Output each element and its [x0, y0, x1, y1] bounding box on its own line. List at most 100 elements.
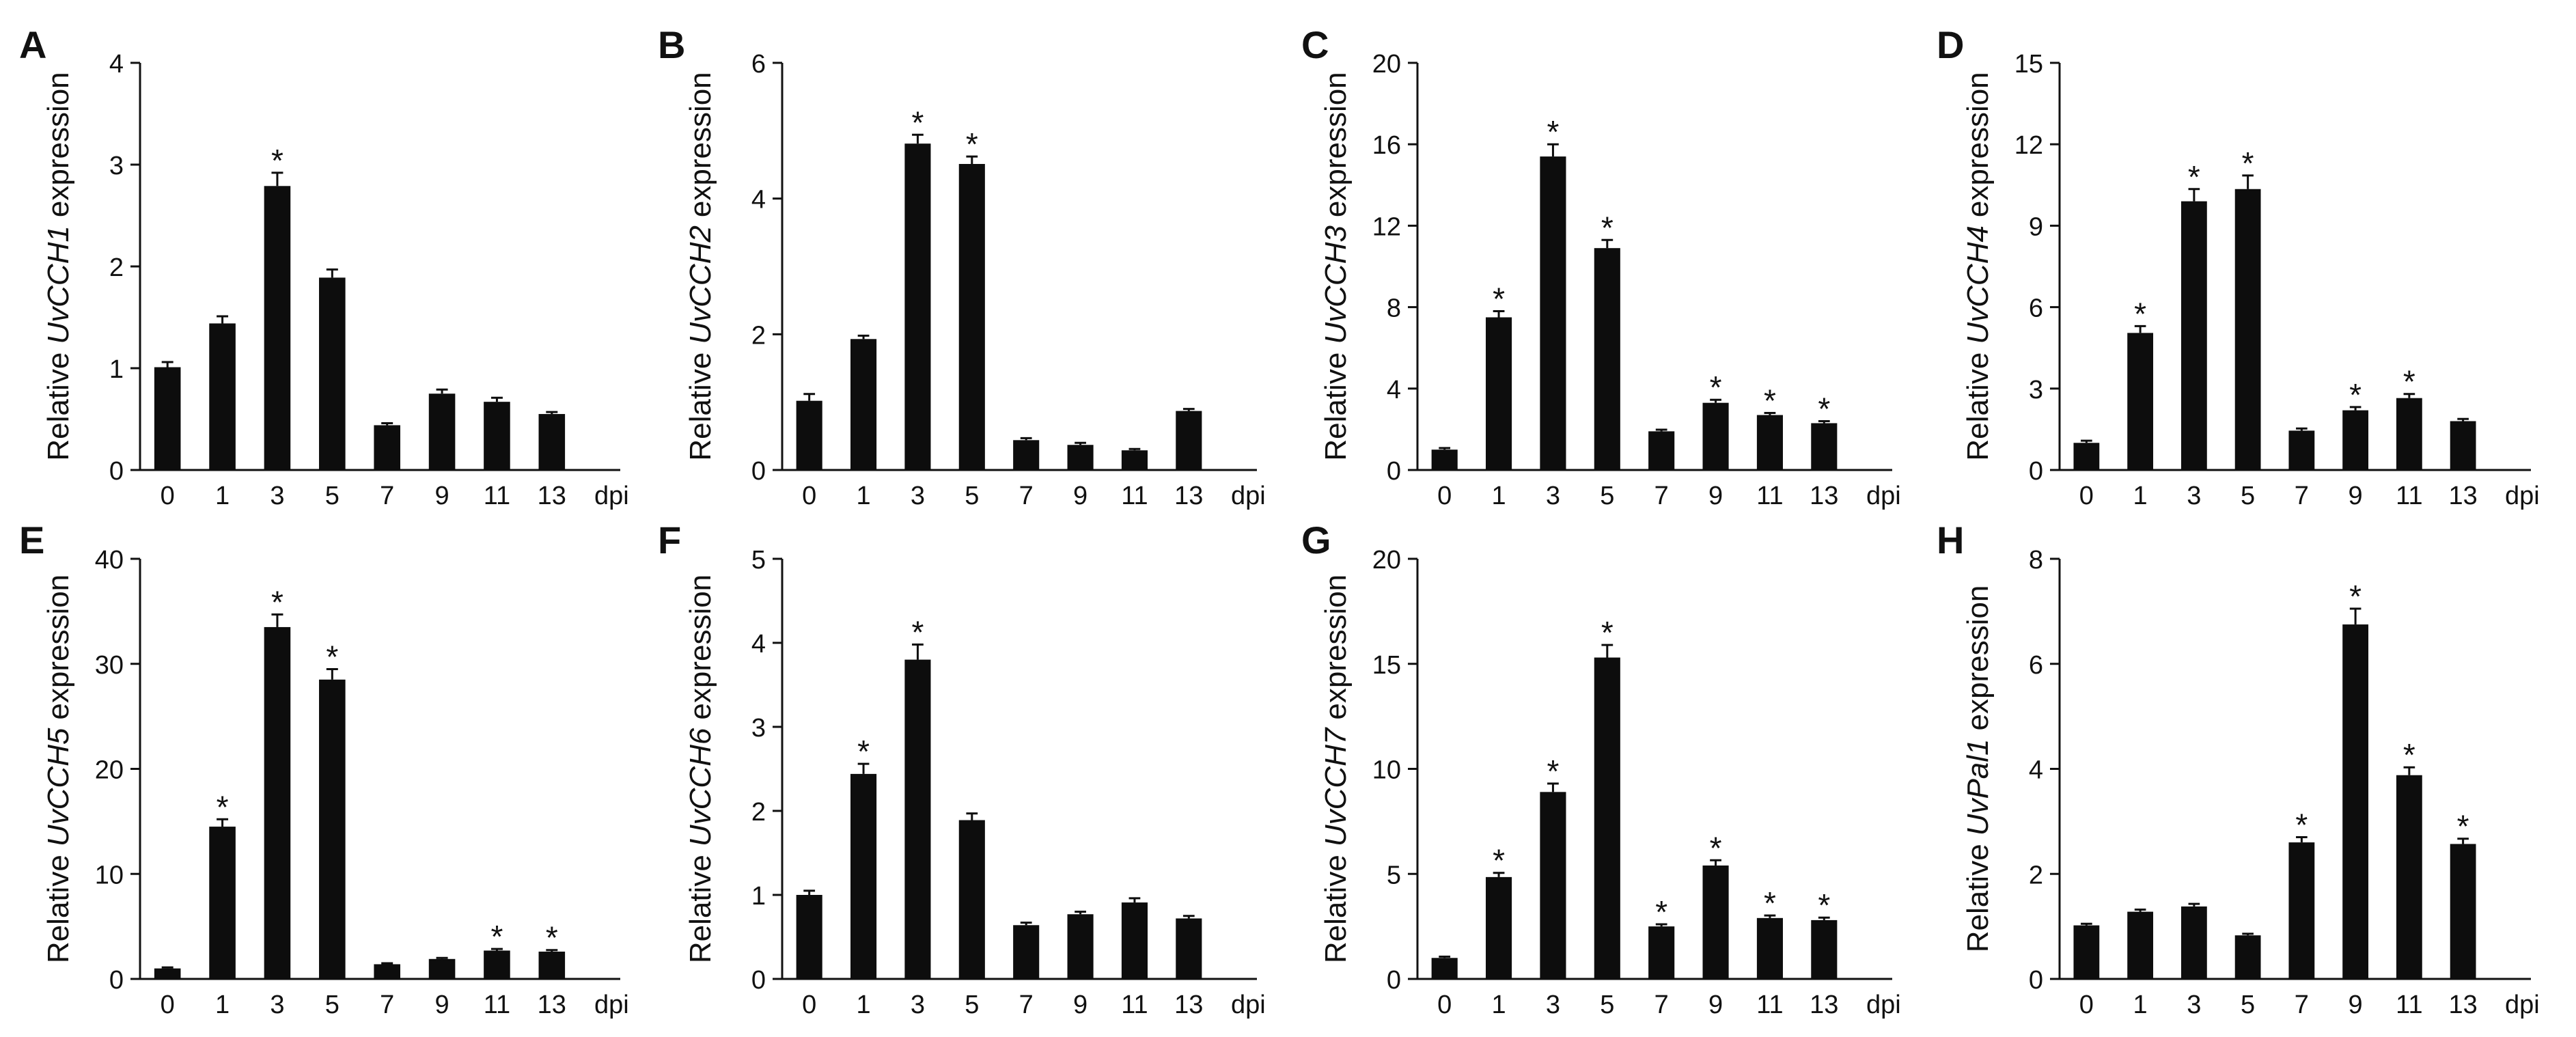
y-tick-label: 1: [109, 355, 124, 384]
x-tick-label: 9: [1073, 482, 1088, 510]
y-tick-label: 0: [751, 457, 766, 486]
bar: [2127, 333, 2154, 470]
x-tick-label: 13: [1174, 482, 1203, 510]
y-tick-label: 15: [2014, 50, 2043, 79]
x-tick-label: 7: [1019, 991, 1034, 1019]
x-tick-label: 9: [1708, 991, 1723, 1019]
bar: [2450, 844, 2476, 979]
y-tick-label: 0: [109, 457, 124, 486]
y-tick-label: 2: [751, 798, 766, 827]
significance-asterisk: *: [2349, 579, 2362, 614]
y-tick-label: 12: [1372, 212, 1401, 241]
x-tick-label: 0: [1437, 991, 1452, 1019]
x-tick-label: 7: [2295, 482, 2309, 510]
x-tick-label: 3: [911, 991, 925, 1019]
significance-asterisk: *: [911, 105, 924, 140]
x-tick-label: 0: [2079, 482, 2094, 510]
y-axis-title-prefix: Relative: [684, 855, 717, 963]
bar: [2342, 410, 2369, 470]
panel-label: D: [1937, 23, 1964, 66]
y-axis-title: Relative UvCCH2 expression: [684, 72, 717, 460]
x-unit-label: dpi: [594, 991, 629, 1019]
bar: [2288, 430, 2315, 470]
significance-asterisk: *: [1547, 753, 1559, 789]
bar: [1013, 440, 1040, 470]
y-tick-label: 2: [109, 253, 124, 282]
y-axis-title-prefix: Relative: [684, 352, 717, 461]
y-axis-title: Relative UvCCH5 expression: [42, 575, 75, 963]
bar: [538, 414, 566, 470]
bar: [2234, 935, 2261, 979]
x-tick-label: 11: [1121, 482, 1148, 510]
y-axis-title-prefix: Relative: [1961, 352, 1995, 461]
x-tick-label: 7: [380, 482, 394, 510]
y-tick-label: 0: [109, 966, 124, 995]
x-unit-label: dpi: [594, 482, 629, 510]
y-tick-label: 3: [2029, 376, 2043, 404]
x-tick-label: 13: [538, 991, 566, 1019]
x-tick-label: 3: [911, 482, 925, 510]
y-tick-label: 20: [95, 756, 124, 785]
x-tick-label: 0: [161, 991, 175, 1019]
y-axis-title-suffix: expression: [42, 72, 75, 217]
bar: [264, 626, 291, 979]
y-axis-title-gene: UvCCH3: [1319, 225, 1353, 344]
bar: [1121, 450, 1148, 470]
y-tick-label: 4: [751, 186, 766, 215]
significance-asterisk: *: [1818, 391, 1830, 426]
x-tick-label: 3: [2187, 991, 2201, 1019]
y-axis-title: Relative UvCCH3 expression: [1319, 72, 1353, 460]
bar: [374, 425, 400, 470]
x-unit-label: dpi: [2505, 991, 2540, 1019]
x-tick-label: 5: [1600, 991, 1614, 1019]
x-tick-label: 11: [484, 991, 510, 1019]
x-tick-label: 9: [434, 482, 449, 510]
significance-asterisk: *: [857, 734, 870, 769]
y-axis-title-suffix: expression: [684, 72, 717, 217]
bar: [1431, 450, 1458, 470]
panel-label: F: [658, 518, 681, 562]
x-tick-label: 1: [2133, 482, 2148, 510]
x-tick-label: 13: [1174, 991, 1203, 1019]
y-tick-label: 9: [2029, 212, 2043, 241]
significance-asterisk: *: [271, 584, 283, 620]
x-unit-label: dpi: [2505, 482, 2540, 510]
y-tick-label: 15: [1372, 651, 1401, 680]
significance-asterisk: *: [326, 639, 338, 674]
x-tick-label: 3: [2187, 482, 2201, 510]
significance-asterisk: *: [2349, 377, 2362, 413]
y-tick-label: 6: [2029, 294, 2043, 323]
bar: [2180, 201, 2207, 470]
x-tick-label: 0: [1437, 482, 1452, 510]
bar: [428, 393, 456, 470]
x-tick-label: 5: [2241, 991, 2255, 1019]
x-tick-label: 1: [1491, 991, 1506, 1019]
significance-asterisk: *: [271, 143, 283, 178]
significance-asterisk: *: [1493, 843, 1505, 879]
y-tick-label: 2: [2029, 861, 2043, 889]
bar: [209, 827, 236, 979]
y-tick-label: 4: [1387, 376, 1401, 404]
significance-asterisk: *: [1601, 210, 1614, 245]
y-axis-title-prefix: Relative: [42, 855, 75, 963]
x-tick-label: 9: [434, 991, 449, 1019]
x-tick-label: 3: [270, 482, 284, 510]
y-axis-title-gene: UvCCH7: [1319, 727, 1353, 846]
y-tick-label: 5: [1387, 861, 1401, 889]
y-tick-label: 8: [2029, 546, 2043, 575]
panel-f: F 0 1 2 3 4 5 Relative UvCCH6 expression 0 * 1 * 3 5 7 9 1…: [658, 518, 1266, 1019]
x-tick-label: 9: [1708, 482, 1723, 510]
y-axis-title-prefix: Relative: [42, 352, 75, 461]
y-tick-label: 12: [2014, 131, 2043, 160]
bar: [1811, 920, 1838, 979]
panel-d: D 0 3 6 9 12 15 Relative UvCCH4 expression 0 * 1 * 3 * 5…: [1937, 23, 2540, 510]
x-tick-label: 11: [2396, 482, 2422, 510]
x-tick-label: 1: [215, 991, 230, 1019]
y-axis-title-gene: UvCCH6: [684, 728, 717, 846]
y-tick-label: 3: [109, 152, 124, 180]
bar: [484, 950, 510, 979]
significance-asterisk: *: [1493, 281, 1505, 317]
panel-label: C: [1301, 23, 1329, 66]
significance-asterisk: *: [911, 614, 924, 650]
